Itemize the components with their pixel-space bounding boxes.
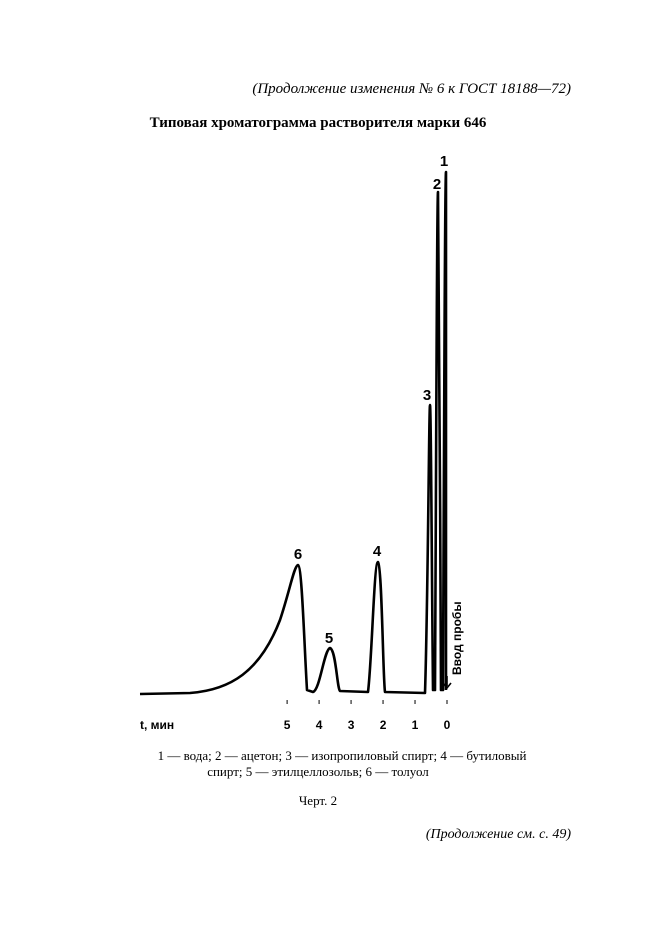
injection-label: Ввод пробы (450, 601, 464, 675)
chromatogram-curve (139, 170, 448, 696)
x-tick-label: 0 (444, 718, 451, 732)
title: Типовая хроматограмма растворителя марки… (150, 115, 487, 131)
legend-line: спирт; 5 — этилцеллозольв; 6 — толуол (207, 764, 429, 779)
x-tick-label: 1 (412, 718, 419, 732)
x-tick-label: 4 (316, 718, 323, 732)
x-axis-label: t, мин (140, 718, 174, 732)
peak-label: 3 (423, 387, 431, 404)
x-tick-label: 3 (348, 718, 355, 732)
peak-label: 5 (325, 630, 333, 647)
injection-marker (442, 676, 452, 690)
caption: Черт. 2 (299, 793, 337, 808)
peak-label: 6 (294, 546, 302, 563)
peak-label: 1 (440, 153, 448, 170)
x-tick-label: 2 (380, 718, 387, 732)
peak-label: 4 (373, 543, 382, 560)
peak-label: 2 (433, 176, 441, 193)
x-tick-label: 5 (284, 718, 291, 732)
legend-line: 1 — вода; 2 — ацетон; 3 — изопропиловый … (158, 748, 527, 763)
footer: (Продолжение см. с. 49) (426, 827, 571, 842)
header: (Продолжение изменения № 6 к ГОСТ 18188—… (252, 81, 571, 97)
